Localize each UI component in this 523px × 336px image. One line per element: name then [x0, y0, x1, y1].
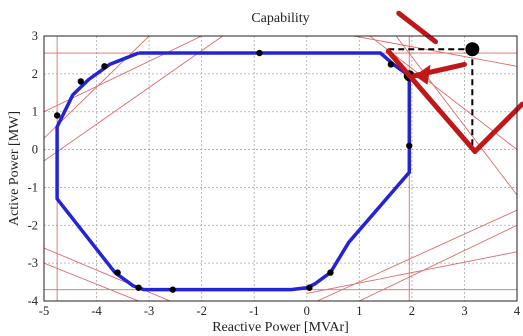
y-tick-label: 0: [32, 143, 38, 157]
constraint-line: [44, 247, 171, 301]
y-tick-label: -3: [28, 256, 38, 270]
constraint-line: [306, 251, 517, 294]
constraint-line: [317, 209, 517, 301]
annotation-stroke: [385, 48, 478, 154]
curve-marker: [169, 286, 176, 293]
curve-marker: [406, 142, 413, 149]
x-tick-label: -4: [91, 304, 102, 318]
curve-marker: [135, 284, 142, 291]
x-tick-label: 0: [304, 304, 310, 318]
annotation-stroke: [396, 10, 439, 45]
y-tick-label: -1: [28, 180, 38, 194]
constraint-line: [359, 224, 517, 301]
axes-frame: [43, 35, 518, 302]
x-tick-label: 3: [461, 304, 467, 318]
curve-marker: [77, 78, 84, 85]
x-tick-label: -3: [144, 304, 154, 318]
x-tick-label: 1: [356, 304, 362, 318]
x-tick-label: -5: [39, 304, 49, 318]
curve-marker: [256, 49, 263, 57]
constraint-line: [353, 36, 517, 67]
y-tick-label: 3: [32, 29, 38, 43]
chart-title: Capability: [251, 11, 309, 26]
y-tick-label: 2: [32, 67, 38, 81]
constraint-line: [44, 262, 139, 301]
x-tick-label: -2: [196, 304, 206, 318]
curve-marker: [387, 61, 395, 68]
annotation-stroke: [472, 101, 523, 154]
x-axis-label: Reactive Power [MVAr]: [212, 320, 349, 335]
curve-marker: [306, 284, 313, 291]
constraint-line: [395, 36, 517, 196]
y-axis-label: Active Power [MW]: [7, 111, 22, 226]
x-tick-label: 2: [409, 304, 415, 318]
x-tick-label: 4: [514, 304, 521, 318]
guide-lines: [388, 48, 474, 150]
y-tick-label: -4: [28, 294, 39, 308]
operating-point: [465, 42, 480, 57]
plot-area: [44, 36, 517, 301]
curve-marker: [327, 269, 334, 276]
x-tick-label: -1: [249, 304, 259, 318]
arrowhead: [414, 64, 431, 85]
y-tick-label: 1: [32, 105, 38, 119]
annotation-arrows: [385, 10, 523, 154]
constraint-line: [44, 36, 223, 162]
y-tick-label: -2: [28, 218, 38, 232]
curve-marker: [53, 112, 61, 119]
curve-marker: [114, 269, 121, 276]
curve-marker: [101, 63, 108, 70]
